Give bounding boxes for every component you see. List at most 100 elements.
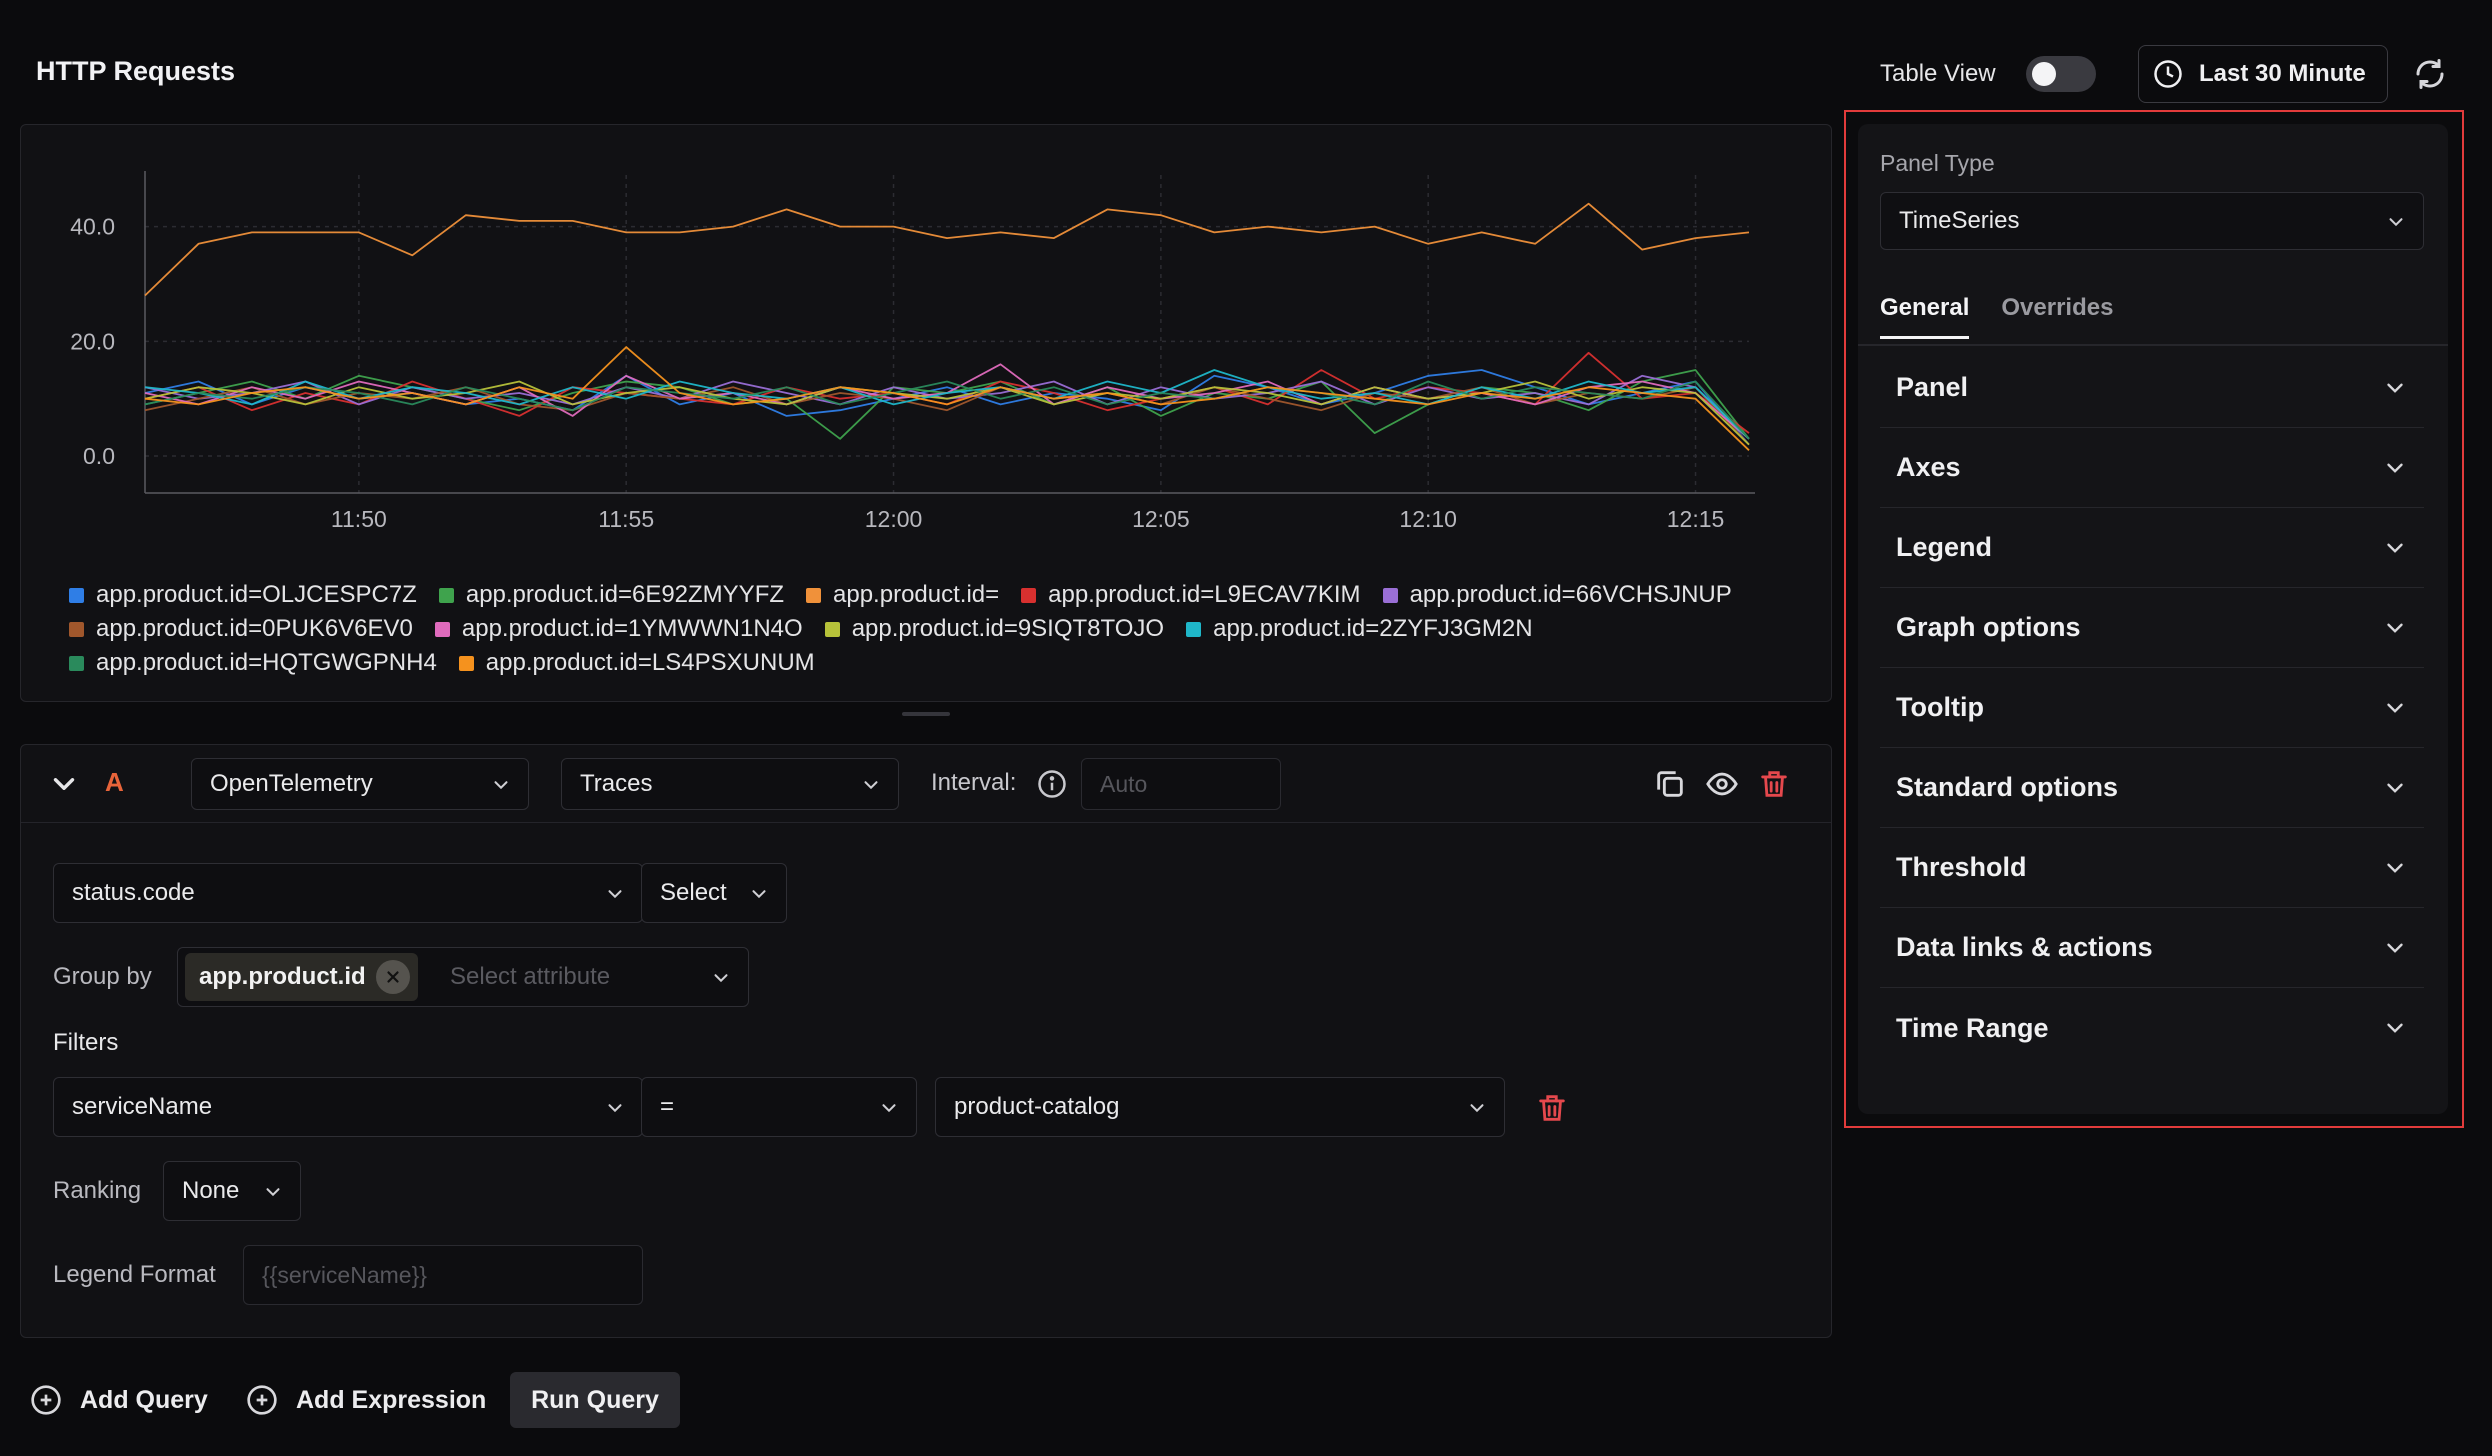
settings-section-legend[interactable]: Legend	[1880, 508, 2424, 588]
resize-handle[interactable]	[902, 712, 950, 716]
trash-icon[interactable]	[1535, 1091, 1569, 1125]
legend-label: app.product.id=LS4PSXUNUM	[485, 649, 815, 676]
remove-chip-button[interactable]	[375, 960, 410, 994]
legend-item[interactable]: app.product.id=9SIQT8TOJO	[824, 615, 1164, 643]
settings-section-threshold[interactable]: Threshold	[1880, 828, 2424, 908]
legend-item[interactable]: app.product.id=LS4PSXUNUM	[458, 649, 815, 677]
settings-section-label: Time Range	[1896, 1012, 2049, 1043]
chevron-down-icon	[494, 781, 508, 790]
legend-swatch	[69, 587, 84, 603]
settings-section-standard-options[interactable]: Standard options	[1880, 748, 2424, 828]
legend-format-placeholder: {{serviceName}}	[262, 1261, 427, 1288]
table-view-toggle[interactable]	[2026, 56, 2096, 92]
ranking-select[interactable]: None	[163, 1161, 301, 1221]
close-icon	[387, 971, 399, 983]
toggle-knob	[2032, 62, 2056, 86]
ranking-value: None	[182, 1177, 240, 1204]
panel-type-select[interactable]: TimeSeries	[1880, 192, 2424, 250]
legend-swatch	[1382, 587, 1398, 603]
time-range-button[interactable]: Last 30 Minute	[2138, 45, 2388, 103]
settings-section-label: Legend	[1896, 532, 1993, 562]
filter-key-select[interactable]: serviceName	[53, 1077, 643, 1137]
legend-item[interactable]: app.product.id=1YMWWN1N4O	[434, 615, 803, 643]
add-expression-button[interactable]: Add Expression	[246, 1384, 486, 1416]
clock-icon	[2154, 60, 2182, 88]
chevron-down-icon	[2387, 943, 2403, 953]
chevron-down-icon	[2387, 703, 2403, 713]
legend-label: app.product.id=0PUK6V6EV0	[96, 615, 413, 642]
add-query-button[interactable]: Add Query	[30, 1384, 208, 1416]
settings-section-panel[interactable]: Panel	[1880, 348, 2424, 428]
settings-section-label: Axes	[1896, 452, 1961, 482]
chevron-down-icon	[714, 974, 728, 983]
ranking-label: Ranking	[53, 1177, 142, 1204]
legend-label: app.product.id=OLJCESPC7Z	[96, 581, 417, 608]
trash-icon[interactable]	[1757, 767, 1791, 801]
interval-input[interactable]: Auto	[1081, 758, 1281, 810]
group-by-chip-label: app.product.id	[199, 963, 366, 990]
chevron-down-icon	[2387, 863, 2403, 873]
x-tick-label: 12:00	[865, 506, 923, 532]
chevron-down-icon	[2387, 543, 2403, 553]
chevron-down-icon	[882, 1104, 896, 1113]
run-query-button[interactable]: Run Query	[510, 1372, 680, 1428]
legend-item[interactable]: app.product.id=0PUK6V6EV0	[69, 615, 413, 643]
filter-value-select[interactable]: product-catalog	[935, 1077, 1505, 1137]
legend-item[interactable]: app.product.id=2ZYFJ3GM2N	[1186, 615, 1533, 643]
chart-legend: app.product.id=OLJCESPC7Z app.product.id=…	[69, 581, 1809, 677]
chevron-down-icon	[2387, 1023, 2403, 1033]
legend-format-input[interactable]: {{serviceName}}	[243, 1245, 643, 1305]
settings-section-label: Standard options	[1896, 772, 2118, 802]
y-tick-label: 0.0	[83, 443, 115, 469]
info-icon[interactable]	[1037, 769, 1067, 799]
tab-overrides[interactable]: Overrides	[2001, 294, 2114, 321]
series-line-3	[144, 202, 1750, 297]
refresh-icon[interactable]	[2412, 56, 2448, 92]
copy-icon[interactable]	[1653, 767, 1687, 801]
query-header: A OpenTelemetry Traces Interval: Auto	[21, 745, 1831, 823]
legend-item[interactable]: app.product.id=HQTGWGPNH4	[69, 649, 437, 677]
settings-panel: Panel Type TimeSeries General Overrides …	[1858, 124, 2448, 1114]
y-tick-label: 40.0	[70, 214, 115, 240]
settings-section-label: Threshold	[1896, 852, 2027, 882]
tab-general[interactable]: General	[1880, 294, 1970, 339]
series-line-5	[144, 374, 1750, 440]
aggregate-op-select[interactable]: Select	[641, 863, 787, 923]
legend-swatch	[69, 621, 84, 637]
filter-operator-select[interactable]: =	[641, 1077, 917, 1137]
chevron-down-icon	[608, 1104, 622, 1113]
aggregate-attribute-select[interactable]: status.code	[53, 863, 643, 923]
chevron-down-icon[interactable]	[47, 767, 81, 801]
signal-select[interactable]: Traces	[561, 758, 899, 810]
legend-label: app.product.id=6E92ZMYYFZ	[465, 581, 785, 608]
legend-item[interactable]: app.product.id=L9ECAV7KIM	[1021, 581, 1361, 609]
legend-item[interactable]: app.product.id=	[806, 581, 999, 609]
filter-operator-value: =	[660, 1093, 675, 1120]
chevron-down-icon	[2387, 383, 2403, 393]
chevron-down-icon	[2387, 623, 2403, 633]
query-label[interactable]: A	[105, 767, 124, 797]
data-source-select[interactable]: OpenTelemetry	[191, 758, 529, 810]
x-tick-label: 12:05	[1132, 506, 1190, 532]
plus-circle-icon	[247, 1385, 277, 1415]
data-source-value: OpenTelemetry	[210, 770, 373, 797]
settings-section-label: Data links & actions	[1896, 932, 2153, 962]
settings-section-data-links-actions[interactable]: Data links & actions	[1880, 908, 2424, 988]
legend-item[interactable]: app.product.id=OLJCESPC7Z	[69, 581, 417, 609]
chevron-down-icon	[2387, 783, 2403, 793]
settings-section-time-range[interactable]: Time Range	[1880, 988, 2424, 1068]
panel-type-value: TimeSeries	[1899, 207, 2020, 234]
legend-swatch	[438, 587, 454, 603]
settings-section-graph-options[interactable]: Graph options	[1880, 588, 2424, 668]
plus-circle-icon	[31, 1385, 61, 1415]
filter-key-value: serviceName	[72, 1093, 213, 1120]
eye-icon[interactable]	[1705, 767, 1739, 801]
x-tick-label: 12:15	[1667, 506, 1725, 532]
legend-item[interactable]: app.product.id=66VCHSJNUP	[1382, 581, 1732, 609]
series-line-7	[144, 363, 1750, 440]
settings-section-axes[interactable]: Axes	[1880, 428, 2424, 508]
settings-section-tooltip[interactable]: Tooltip	[1880, 668, 2424, 748]
legend-swatch	[806, 587, 822, 603]
legend-item[interactable]: app.product.id=6E92ZMYYFZ	[438, 581, 785, 609]
settings-tabs: General Overrides	[1880, 294, 2113, 339]
